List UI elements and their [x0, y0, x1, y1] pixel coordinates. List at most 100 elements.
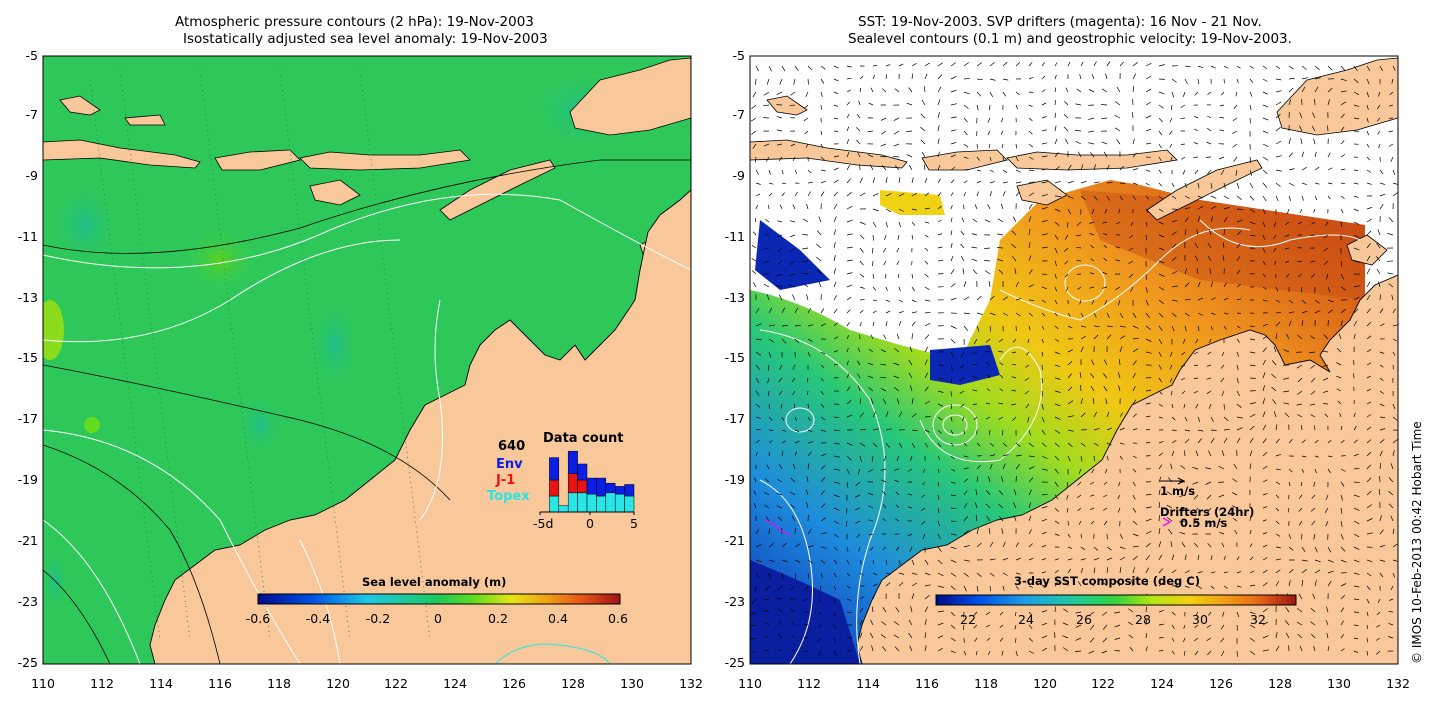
sealevel-contour: [999, 227, 1251, 321]
island: [43, 139, 201, 169]
sla-colorbar-title: Sea level anomaly (m): [362, 575, 507, 589]
left-x-tick: 120: [326, 676, 350, 691]
island: [766, 95, 808, 116]
legend-topex: Topex: [487, 489, 530, 504]
island: [1276, 57, 1398, 136]
data-count-bar-env: [624, 484, 635, 497]
sealevel-contour: [759, 479, 813, 664]
left-y-tick: -21: [17, 533, 38, 548]
right-y-tick: -5: [732, 48, 745, 63]
right-x-tick: 124: [1150, 676, 1174, 691]
data-count-title: Data count: [543, 431, 624, 446]
data-count-bar-j1: [567, 473, 578, 494]
data-count-bar-topex: [567, 492, 578, 513]
velocity-legend-arrow: [1160, 477, 1186, 485]
pressure-contour: [43, 159, 691, 254]
right-map-frame: [749, 55, 1399, 665]
left-x-tick: 130: [620, 676, 644, 691]
sst-cold-patch: [930, 345, 1000, 385]
right-title-line1: SST: 19-Nov-2003. SVP drifters (magenta)…: [858, 14, 1262, 30]
sst-warm-patch: [1080, 190, 1365, 300]
right-x-tick: 110: [738, 676, 762, 691]
right-x-tick: 122: [1091, 676, 1115, 691]
australia-landmass: [856, 274, 1398, 664]
left-x-tick: 132: [679, 676, 703, 691]
data-count-bar-topex: [558, 505, 569, 513]
data-count-bar-topex: [586, 493, 597, 513]
sla-colorbar-tick: 0: [434, 611, 442, 626]
legend-env: Env: [496, 457, 523, 472]
island: [309, 179, 361, 206]
sla-eddy: [235, 395, 285, 455]
left-y-tick: -13: [17, 290, 38, 305]
sla-colorbar-tick: 0.4: [548, 611, 568, 626]
right-x-tick: 120: [1033, 676, 1057, 691]
sealevel-contour: [785, 407, 815, 433]
right-y-tick: -17: [724, 411, 745, 426]
sla-eddy: [84, 417, 100, 433]
pressure-contour: [43, 444, 221, 664]
data-count-bar-env: [614, 486, 625, 495]
sst-colorbar: [935, 594, 1297, 606]
sla-colorbar: [257, 593, 621, 605]
left-x-tick: 112: [90, 676, 114, 691]
sealevel-contour: [1064, 264, 1106, 302]
velocity-legend-label: 1 m/s: [1160, 484, 1196, 498]
sealevel-contour: [932, 404, 978, 446]
sst-colorbar-tick: 30: [1192, 612, 1208, 627]
data-count-bar-topex: [577, 492, 588, 513]
pressure-contour: [43, 364, 451, 501]
sla-eddy: [43, 550, 69, 610]
right-x-tick: 116: [915, 676, 939, 691]
island: [214, 149, 301, 171]
sst-colorbar-tick: 24: [1018, 612, 1034, 627]
data-count-chart: [549, 450, 635, 513]
data-count-bar-topex: [605, 492, 616, 513]
left-y-tick: -9: [25, 168, 38, 183]
left-y-tick: -15: [17, 350, 38, 365]
left-x-tick: 126: [502, 676, 526, 691]
sla-eddy: [50, 180, 120, 270]
sla-eddy: [310, 295, 360, 395]
right-x-tick: 112: [797, 676, 821, 691]
island: [1146, 159, 1263, 221]
geostrophic-velocity-field: [750, 61, 1398, 657]
left-y-tick: -19: [17, 472, 38, 487]
left-y-tick: -17: [17, 411, 38, 426]
data-count-x-tick: 0: [586, 516, 594, 531]
island: [750, 139, 908, 169]
sst-colorbar-tick: 22: [960, 612, 976, 627]
right-x-tick: 132: [1386, 676, 1410, 691]
drifters-speed-label: 0.5 m/s: [1180, 516, 1228, 530]
data-count-bar-env: [596, 477, 607, 497]
data-count-bar-env: [577, 463, 588, 481]
right-y-tick: -19: [724, 472, 745, 487]
right-y-tick: -7: [732, 107, 745, 122]
right-map: [750, 56, 1398, 664]
left-x-tick: 122: [384, 676, 408, 691]
sst-patch: [880, 190, 945, 215]
right-x-tick: 118: [974, 676, 998, 691]
sla-colorbar-tick: -0.4: [305, 611, 331, 626]
right-y-tick: -13: [724, 290, 745, 305]
data-count-bar-topex: [549, 495, 560, 513]
australia-landmass: [149, 189, 691, 664]
data-count-x-tick: -5d: [533, 516, 554, 531]
sla-contour: [43, 239, 401, 343]
island: [124, 114, 166, 126]
right-y-tick: -25: [724, 655, 745, 670]
left-x-tick: 114: [149, 676, 173, 691]
data-count-bar-env: [586, 477, 597, 495]
left-title-line1: Atmospheric pressure contours (2 hPa): 1…: [175, 14, 534, 30]
velocity-vector: [750, 61, 1398, 657]
right-y-tick: -23: [724, 594, 745, 609]
sla-eddy: [43, 300, 64, 360]
left-y-tick: -11: [17, 229, 38, 244]
right-y-tick: -21: [724, 533, 745, 548]
sst-colorbar-tick: 32: [1250, 612, 1266, 627]
data-count-total: 640: [498, 439, 526, 454]
sla-colorbar-tick: -0.2: [365, 611, 391, 626]
data-count-bar-topex: [614, 493, 625, 513]
sla-contour: [43, 429, 301, 664]
drifters-legend-label: Drifters (24hr): [1160, 505, 1255, 519]
